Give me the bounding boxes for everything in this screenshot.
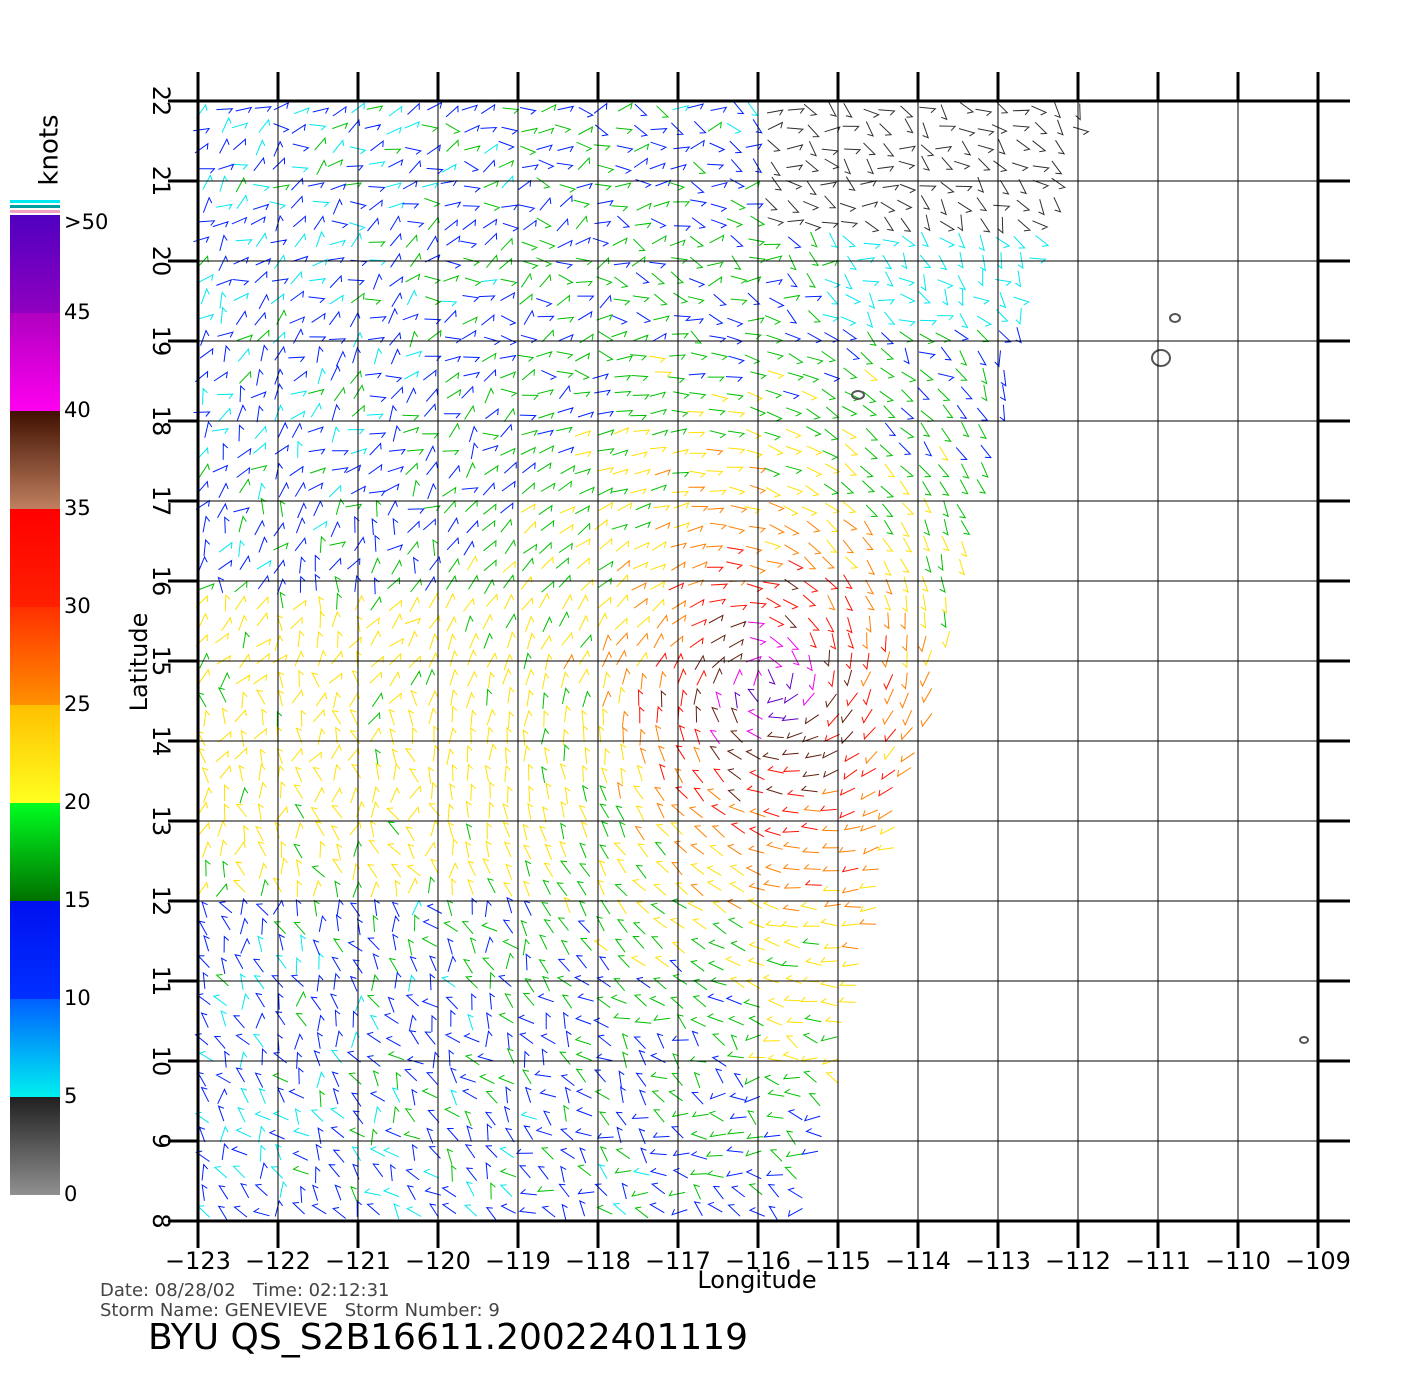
wind-barbs xyxy=(709,621,816,744)
footer-storm: Storm Name: GENEVIEVE Storm Number: 9 xyxy=(100,1300,500,1321)
x-tick-label: −122 xyxy=(245,1247,311,1275)
colorbar-band xyxy=(10,1097,60,1195)
colorbar-tick-label: 15 xyxy=(64,888,91,912)
colorbar-band xyxy=(10,901,60,999)
wind-barbs xyxy=(637,547,897,886)
y-tick-label: 17 xyxy=(147,486,175,517)
colorbar: 0 5 10 15 20 25 30 35 40 45 >50 knots xyxy=(10,114,108,1206)
colorbar-band xyxy=(10,705,60,803)
x-tick-label: −112 xyxy=(1045,1247,1111,1275)
x-tick-label: −118 xyxy=(565,1247,631,1275)
colorbar-band xyxy=(10,411,60,509)
colorbar-tick-label: 30 xyxy=(64,594,91,618)
y-tick-label: 12 xyxy=(147,886,175,917)
colorbar-cap xyxy=(10,210,60,213)
x-tick-label: −109 xyxy=(1285,1247,1351,1275)
colorbar-tick-label: 20 xyxy=(64,790,91,814)
colorbar-tick-label: 40 xyxy=(64,398,91,422)
x-tick-label: −110 xyxy=(1205,1247,1271,1275)
y-tick-label: 16 xyxy=(147,566,175,597)
x-axis-label: Longitude xyxy=(697,1266,816,1294)
y-tick-label: 19 xyxy=(147,326,175,357)
colorbar-cap xyxy=(10,200,60,203)
y-tick-label: 13 xyxy=(147,806,175,837)
colorbar-tick-label: >50 xyxy=(64,210,108,234)
x-tick-label: −117 xyxy=(645,1247,711,1275)
y-tick-label: 22 xyxy=(147,86,175,117)
axes: −123 −122 −121 −120 −119 −118 −117 −116 −115 −114… xyxy=(147,72,1351,1275)
colorbar-tick-label: 25 xyxy=(64,692,91,716)
footer-date: Date: 08/28/02 Time: 02:12:31 xyxy=(100,1280,390,1301)
colorbar-tick-label: 35 xyxy=(64,496,91,520)
wind-barbs xyxy=(196,102,990,1219)
wind-barbs xyxy=(563,448,933,950)
wind-barbs xyxy=(194,102,1050,1220)
plot-frame xyxy=(196,99,1320,1223)
x-tick-label: −115 xyxy=(805,1247,871,1275)
wind-vectors xyxy=(193,100,1090,1221)
x-tick-label: −114 xyxy=(885,1247,951,1275)
y-tick-label: 21 xyxy=(147,166,175,197)
x-tick-label: −116 xyxy=(725,1247,791,1275)
colorbar-band xyxy=(10,607,60,705)
colorbar-label: knots xyxy=(35,114,65,185)
colorbar-band xyxy=(10,999,60,1097)
x-tick-label: −123 xyxy=(165,1247,231,1275)
coastlines xyxy=(851,313,1309,1044)
colorbar-tick-label: 5 xyxy=(64,1084,77,1108)
y-tick-label: 18 xyxy=(147,406,175,437)
y-axis-label: Latitude xyxy=(125,613,153,712)
wind-barbs xyxy=(734,669,799,722)
wind-barbs xyxy=(765,100,1090,235)
y-tick-label: 15 xyxy=(147,646,175,677)
colorbar-band xyxy=(10,313,60,411)
colorbar-tick-label: 10 xyxy=(64,986,91,1010)
y-tick-label: 14 xyxy=(147,726,175,757)
wind-barbs xyxy=(195,355,968,1085)
x-tick-label: −120 xyxy=(405,1247,471,1275)
y-tick-label: 8 xyxy=(147,1213,175,1228)
x-tick-label: −121 xyxy=(325,1247,391,1275)
colorbar-cap xyxy=(10,205,60,208)
colorbar-tick-label: 45 xyxy=(64,300,91,324)
wind-barbs xyxy=(660,578,854,802)
y-tick-label: 11 xyxy=(147,966,175,997)
colorbar-band xyxy=(10,509,60,607)
colorbar-band xyxy=(10,215,60,313)
footer-title: BYU QS_S2B16611.20022401119 xyxy=(148,1317,748,1358)
y-tick-label: 20 xyxy=(147,246,175,277)
x-tick-label: −113 xyxy=(965,1247,1031,1275)
x-tick-label: −111 xyxy=(1125,1247,1191,1275)
colorbar-band xyxy=(10,803,60,901)
y-tick-label: 10 xyxy=(147,1046,175,1077)
colorbar-tick-label: 0 xyxy=(64,1182,77,1206)
y-tick-label: 9 xyxy=(147,1133,175,1148)
x-tick-label: −119 xyxy=(485,1247,551,1275)
